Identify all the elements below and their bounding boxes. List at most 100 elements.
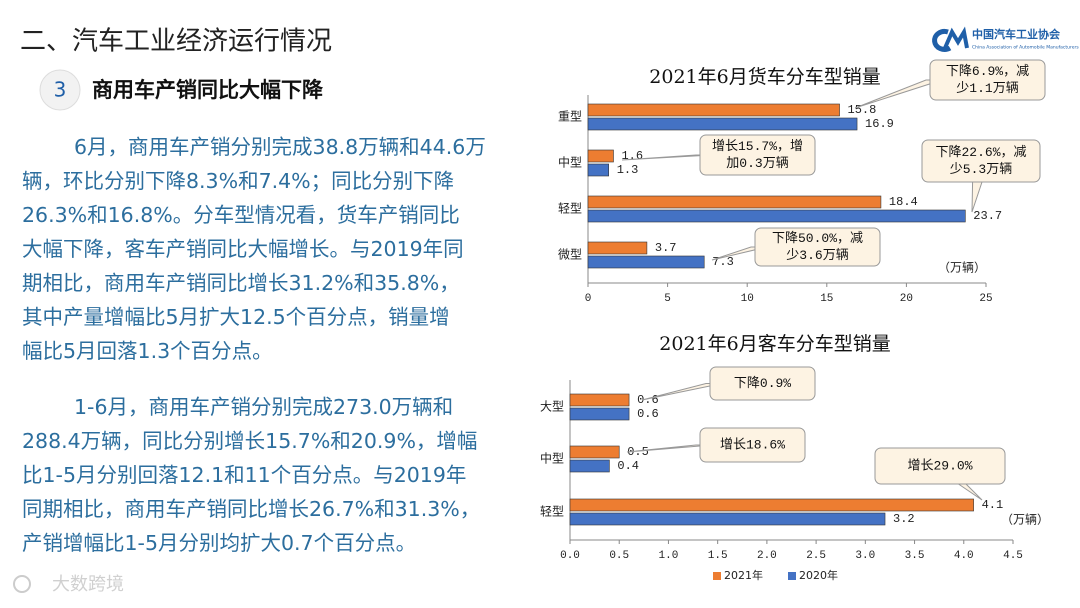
x-tick-label: 25	[979, 293, 992, 305]
paragraph-line: 1-6月，商用车产销分别完成273.0万辆和	[74, 395, 453, 419]
paragraph-line: 辆，环比分别下降8.3%和7.4%；同比分别下降	[22, 169, 454, 193]
callout-text: 少5.3万辆	[950, 162, 1012, 177]
x-tick-label: 2.5	[806, 550, 826, 562]
data-label: 3.2	[893, 512, 915, 526]
unit-label: （万辆）	[1001, 513, 1049, 527]
callout	[929, 59, 1046, 101]
legend-swatch	[788, 572, 796, 580]
legend-label: 2020年	[799, 568, 838, 582]
x-tick-label: 5	[664, 293, 671, 305]
data-label: 15.8	[848, 103, 877, 117]
x-tick-label: 4.5	[1003, 550, 1023, 562]
logo-text: 中国汽车工业协会	[972, 27, 1061, 41]
y-tick-label: 轻型	[540, 505, 564, 519]
data-label: 0.4	[617, 459, 639, 473]
callout-text: 少3.6万辆	[786, 248, 848, 263]
x-tick-label: 15	[820, 293, 833, 305]
callout-text: 少1.1万辆	[956, 81, 1018, 96]
section-number: 3	[54, 78, 67, 102]
bar	[569, 407, 630, 421]
x-tick-label: 2.0	[757, 550, 777, 562]
paragraph-line: 288.4万辆，同比分别增长15.7%和20.9%，增幅	[22, 429, 477, 453]
data-label: 0.5	[627, 445, 649, 459]
legend-label: 2021年	[724, 568, 763, 582]
x-tick-label: 0.5	[609, 550, 629, 562]
x-tick-label: 1.0	[659, 550, 679, 562]
chart-title: 2021年6月客车分车型销量	[659, 333, 890, 355]
bar	[587, 209, 966, 223]
data-label: 18.4	[889, 195, 918, 209]
bar	[587, 149, 614, 163]
callout-text: 增长29.0%	[907, 458, 972, 473]
chart-title: 2021年6月货车分车型销量	[649, 66, 880, 88]
watermark: 大数跨境	[13, 574, 124, 595]
data-label: 23.7	[973, 209, 1002, 223]
callout-text: 加0.3万辆	[726, 156, 788, 171]
callout	[921, 139, 1041, 183]
section-title: 商用车产销同比大幅下降	[92, 78, 324, 102]
paragraph-line: 期相比，商用车产销同比增长31.2%和35.8%，	[22, 271, 460, 295]
x-tick-label: 3.0	[855, 550, 875, 562]
bar	[587, 163, 609, 177]
y-tick-label: 大型	[540, 400, 564, 414]
bar	[569, 445, 620, 459]
bar	[569, 512, 886, 526]
x-tick-label: 0	[585, 293, 592, 305]
x-tick-label: 1.5	[708, 550, 728, 562]
x-tick-label: 3.5	[905, 550, 925, 562]
logo-text-en: China Association of Automobile Manufact…	[972, 45, 1079, 51]
x-tick-label: 4.0	[954, 550, 974, 562]
bar	[569, 459, 610, 473]
paragraph-line: 产销增幅比1-5月分别均扩大0.7个百分点。	[22, 531, 416, 555]
data-label: 16.9	[865, 117, 894, 131]
callout-text: 增长18.6%	[720, 437, 785, 452]
paragraph-line: 比1-5月分别回落12.1和11个百分点。与2019年	[22, 463, 466, 487]
watermark-icon	[13, 575, 31, 593]
bar	[587, 103, 840, 117]
legend-swatch	[713, 572, 721, 580]
callout	[754, 227, 881, 267]
logo-mark	[943, 26, 969, 49]
callout-text: 下降6.9%，减	[946, 64, 1029, 79]
unit-label: （万辆）	[938, 261, 986, 275]
callout-text: 下降22.6%，减	[935, 145, 1026, 160]
data-label: 1.6	[621, 149, 643, 163]
callout	[709, 366, 816, 401]
paragraph-line: 其中产量增幅比5月扩大12.5个百分点，销量增	[22, 305, 450, 329]
paragraph-line: 同期相比，商用车产销同比增长26.7%和31.3%，	[22, 497, 480, 521]
bar	[587, 117, 858, 131]
data-label: 1.3	[617, 163, 639, 177]
paragraph-line: 幅比5月回落1.3个百分点。	[22, 339, 273, 363]
callout-text: 增长15.7%，增	[712, 139, 803, 154]
y-tick-label: 中型	[558, 155, 582, 170]
data-label: 4.1	[982, 498, 1004, 512]
callout	[874, 447, 1006, 485]
section-badge	[39, 69, 81, 111]
y-tick-label: 重型	[558, 110, 582, 124]
data-label: 0.6	[637, 393, 659, 407]
bar	[569, 498, 974, 512]
bar	[587, 241, 648, 255]
data-label: 3.7	[655, 241, 677, 255]
x-tick-label: 20	[900, 293, 913, 305]
bar	[587, 195, 882, 209]
logo: 中国汽车工业协会 China Association of Automobile…	[932, 26, 1079, 52]
paragraph-line: 大幅下降，客车产销同比大幅增长。与2019年同	[22, 237, 464, 261]
x-tick-label: 10	[741, 293, 754, 305]
bar	[587, 255, 705, 269]
x-tick-label: 0.0	[560, 550, 580, 562]
paragraph-line: 26.3%和16.8%。分车型情况看，货车产销同比	[22, 203, 460, 227]
y-tick-label: 轻型	[558, 202, 582, 216]
data-label: 0.6	[637, 407, 659, 421]
logo-mark	[932, 28, 952, 52]
slide-title: 二、汽车工业经济运行情况	[20, 27, 332, 57]
callout	[699, 427, 806, 463]
y-tick-label: 中型	[540, 451, 564, 466]
callout	[699, 134, 816, 176]
callout-text: 下降0.9%	[734, 376, 791, 391]
paragraph-line: 6月，商用车产销分别完成38.8万辆和44.6万	[74, 135, 486, 159]
bar	[569, 393, 630, 407]
watermark-text: 大数跨境	[52, 574, 124, 595]
callout-text: 下降50.0%，减	[772, 231, 863, 246]
